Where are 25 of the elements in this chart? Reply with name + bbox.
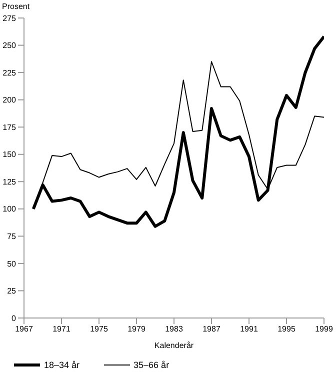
y-tick-label: 25 [7, 286, 17, 296]
legend-label: 35–66 år [134, 360, 170, 370]
y-tick-label: 100 [2, 204, 17, 214]
x-tick-label: 1983 [165, 324, 184, 334]
y-tick-label: 150 [2, 150, 17, 160]
x-tick-label: 1971 [52, 324, 71, 334]
x-tick-label: 1967 [15, 324, 34, 334]
y-tick-label: 50 [7, 259, 17, 268]
y-tick-label: 275 [2, 14, 17, 23]
y-tick-label: 0 [12, 314, 17, 323]
y-tick-label: 250 [2, 41, 17, 50]
x-tick-label: 1991 [240, 324, 258, 334]
y-tick-label: 200 [2, 96, 17, 105]
x-tick-label: 1995 [278, 324, 296, 334]
x-tick-label: 1979 [128, 324, 146, 334]
legend-label: 18–34 år [44, 360, 80, 370]
x-tick-label: 1999 [315, 324, 334, 334]
y-axis-title: Prosent [2, 2, 30, 11]
y-tick-label: 175 [2, 122, 17, 132]
y-tick-label: 75 [7, 232, 17, 242]
x-tick-label: 1975 [90, 324, 108, 334]
x-tick-label: 1987 [202, 324, 221, 334]
y-tick-label: 125 [2, 177, 17, 186]
x-axis-title: Kalenderår [154, 341, 194, 350]
y-tick-label: 225 [2, 68, 17, 78]
